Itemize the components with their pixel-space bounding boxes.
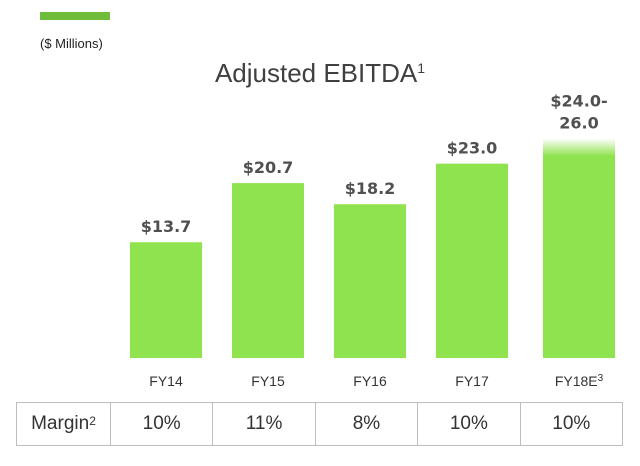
value-label: 26.0 [559, 113, 598, 132]
value-label: $23.0 [447, 139, 498, 158]
bar [334, 204, 406, 358]
bar [436, 163, 508, 358]
margin-label: Margin [31, 413, 90, 434]
chart-title-text: Adjusted EBITDA [214, 58, 418, 88]
value-label: $18.2 [345, 179, 396, 198]
margin-cell: 8% [314, 402, 419, 446]
category-label: FY18E3 [555, 373, 604, 389]
value-label: $24.0- [550, 91, 607, 110]
margin-cell: 11% [212, 402, 316, 446]
units-label: ($ Millions) [40, 36, 103, 51]
category-label: FY14 [149, 373, 183, 389]
margin-cell: 10% [109, 402, 214, 446]
margin-cell: 10% [417, 402, 521, 446]
title-footnote: 1 [417, 60, 426, 76]
margin-table: Margin2 10% 11% 8% 10% 10% [16, 402, 624, 446]
margin-cell: 10% [519, 402, 624, 446]
chart-title: Adjusted EBITDA1 [0, 58, 640, 89]
margin-footnote: 2 [89, 414, 96, 428]
bar-range-fade [543, 138, 615, 157]
value-label: $20.7 [243, 158, 294, 177]
bar-chart: $13.7 FY14 $20.7 FY15 $18.2 FY16 $23.0 FY17 $24.… [130, 91, 615, 389]
value-label: $13.7 [141, 217, 192, 236]
bar [543, 155, 615, 358]
category-footnote: 3 [598, 373, 604, 384]
margin-label-cell: Margin2 [16, 402, 111, 446]
margin-row: Margin2 10% 11% 8% 10% 10% [16, 402, 624, 446]
accent-bar [40, 12, 110, 20]
category-label: FY17 [455, 373, 489, 389]
bar [232, 183, 304, 358]
category-label: FY16 [353, 373, 387, 389]
bar [130, 242, 202, 358]
category-label: FY15 [251, 373, 285, 389]
